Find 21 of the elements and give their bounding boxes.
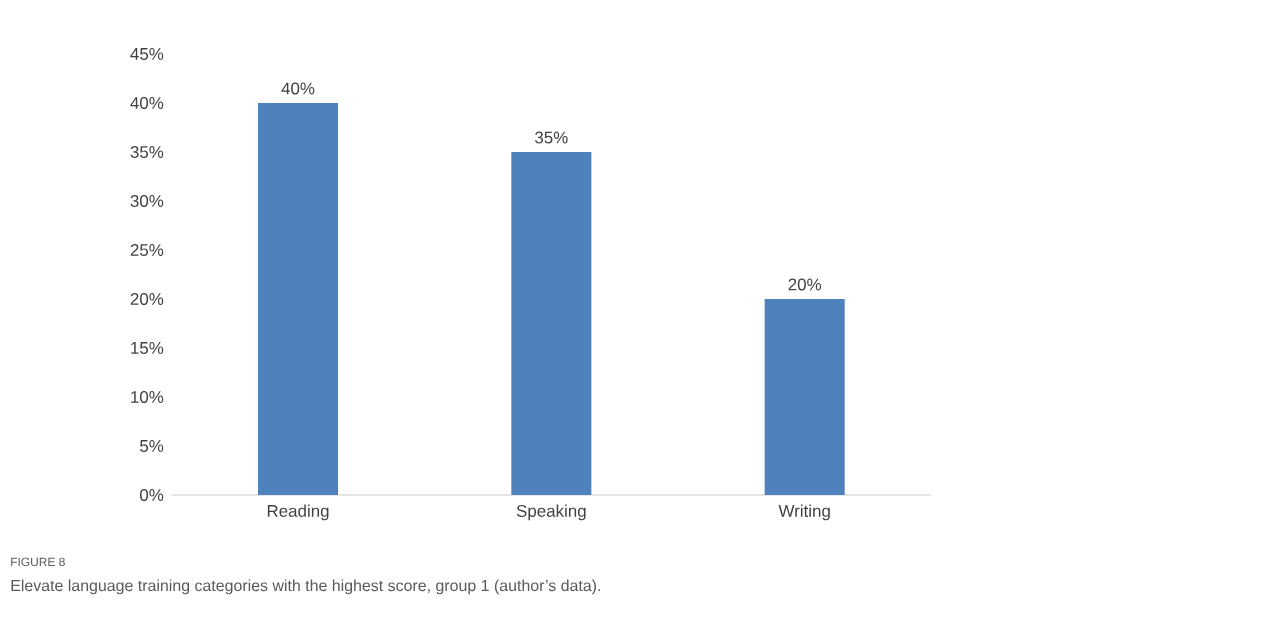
bar [257, 102, 339, 495]
y-tick-label: 30% [130, 194, 164, 207]
data-label: 40% [281, 82, 315, 95]
y-tick-label: 25% [130, 243, 164, 256]
x-tick-label: Reading [267, 504, 329, 521]
y-tick-label: 5% [140, 440, 164, 452]
x-tick-label: Writing [778, 504, 830, 521]
bar [764, 298, 845, 495]
caption: FIGURE 8 [11, 557, 65, 567]
y-tick-label: 0% [140, 488, 164, 501]
data-label: 20% [788, 278, 822, 291]
data-label: 35% [535, 131, 568, 144]
y-tick-label: 35% [130, 145, 164, 158]
bar [511, 151, 592, 495]
y-tick-label: 45% [130, 48, 164, 60]
y-tick-label: 20% [130, 292, 164, 305]
x-tick-label: Speaking [516, 504, 586, 521]
text: Elevate language training categories with the highest score, group 1 (author’s data). [11, 579, 600, 595]
y-tick-label: 15% [131, 342, 164, 354]
y-tick-label: 40% [130, 96, 164, 109]
y-tick-label: 10% [131, 390, 164, 403]
